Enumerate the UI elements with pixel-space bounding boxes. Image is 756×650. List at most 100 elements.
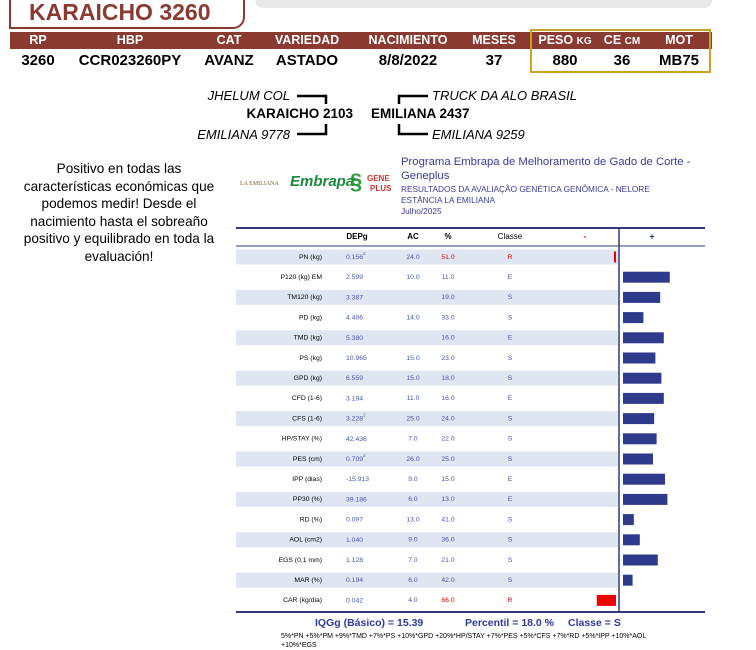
title-tab: KARAICHO 3260 — [9, 0, 245, 29]
row-shade — [236, 330, 618, 346]
trait: RD (%) — [300, 516, 322, 523]
dep-value: 10.965 — [346, 355, 367, 362]
header-label: RP — [29, 33, 47, 47]
dep: 39.186 — [346, 496, 367, 503]
header-label: VARIEDAD — [274, 33, 340, 47]
unit: CM — [624, 36, 641, 47]
row-shade — [236, 411, 618, 427]
header-value: ASTADO — [275, 52, 339, 69]
ac: 6.0 — [408, 496, 418, 503]
trait: TM120 (kg) — [287, 294, 322, 301]
bar — [623, 534, 640, 546]
pct: 41.0 — [441, 516, 454, 523]
trait: PES (cm) — [293, 456, 322, 463]
header-value: AVANZ — [204, 52, 254, 69]
dep: 4.406 — [346, 314, 363, 321]
header-value: 8/8/2022 — [378, 52, 438, 69]
summary: IQGg (Básico) = 15.39 — [315, 617, 423, 629]
result-title: RESULTADOS DA AVALIAÇÃO GENÉTICA GENÔMIC… — [401, 184, 650, 194]
ac: 13.0 — [406, 516, 419, 523]
trait: PD (kg) — [299, 314, 322, 321]
trait: TMD (kg) — [294, 335, 322, 342]
trait: HP/STAY (%) — [282, 436, 322, 443]
classe: E — [508, 395, 513, 402]
measure-box — [530, 29, 711, 73]
bracket — [297, 124, 328, 136]
pct: 11.0 — [442, 274, 455, 281]
dep: 0.042 — [346, 597, 363, 604]
classe: S — [508, 294, 513, 301]
logo-text: PLUS — [370, 184, 392, 193]
trait: PP30 (%) — [293, 496, 322, 503]
dep: 1.128 — [346, 557, 363, 564]
col-header: AC — [407, 232, 419, 241]
dep: 3.194 — [346, 395, 363, 402]
date: Julho/2025 — [401, 206, 442, 216]
row-shade — [236, 249, 618, 265]
header-label: NACIMIENTO — [368, 33, 448, 47]
trait: PN (kg) — [299, 254, 322, 261]
dep-value: 1.040 — [346, 537, 363, 544]
dam: EMILIANA 2437 — [371, 106, 470, 121]
dep-value: 5.380 — [346, 335, 363, 342]
trait: MAR (%) — [294, 577, 322, 584]
bar — [623, 574, 633, 586]
bar — [623, 554, 658, 566]
classe: S — [508, 415, 513, 422]
logo-mark: § — [350, 169, 363, 194]
summary: Percentil = 18.0 % — [465, 617, 555, 629]
pct: 33.0 — [441, 314, 454, 321]
header-label: CE CM — [604, 33, 640, 47]
classe: S — [508, 436, 513, 443]
pct: 16.0 — [441, 335, 454, 342]
row-shade — [236, 491, 618, 507]
bar — [623, 514, 634, 526]
bracket — [297, 94, 328, 104]
dep: 2.599 — [346, 274, 363, 281]
col-header: + — [649, 231, 654, 241]
grandsire: TRUCK DA ALO BRASIL — [432, 88, 577, 103]
ac: 4.0 — [408, 597, 418, 604]
granddam: EMILIANA 9259 — [432, 127, 525, 142]
dep: 42.436 — [346, 436, 367, 443]
ac: 7.0 — [408, 436, 418, 443]
header-label: CAT — [216, 33, 242, 47]
dep-value: -15.913 — [346, 476, 369, 483]
col-header: Classe — [498, 232, 523, 241]
dep-value: 0.097 — [346, 516, 363, 523]
bar — [623, 453, 653, 465]
dep-value: 3.194 — [346, 395, 363, 402]
bar — [623, 433, 657, 445]
ac: 9.0 — [408, 476, 418, 483]
bar — [623, 493, 668, 505]
row-shade — [236, 370, 618, 386]
classe: E — [508, 335, 513, 342]
summary: Classe = S — [568, 617, 621, 629]
col-header: % — [444, 232, 451, 241]
pct: 66.0 — [441, 597, 454, 604]
classe: S — [508, 375, 513, 382]
dep: 10.965 — [346, 355, 367, 362]
bar — [596, 594, 616, 606]
dep: 6.559 — [346, 375, 363, 382]
pct: 42.0 — [441, 577, 454, 584]
bar — [623, 271, 670, 283]
trait: IPP (dias) — [292, 476, 322, 483]
header-label: HBP — [116, 33, 144, 47]
ac: 14.0 — [406, 314, 419, 321]
classe: S — [508, 577, 513, 584]
ac: 7.0 — [408, 557, 418, 564]
trait: CAR (kg/dia) — [283, 597, 322, 604]
ac: 10.0 — [406, 274, 419, 281]
classe: S — [508, 516, 513, 523]
dep: 0.1562 — [346, 251, 366, 261]
header-label: MESES — [472, 33, 516, 47]
dep-value: 1.128 — [346, 557, 363, 564]
bracket — [397, 94, 428, 104]
pct: 24.0 — [441, 415, 454, 422]
pct: 23.0 — [441, 355, 454, 362]
trait: EGS (0,1 mm) — [279, 557, 322, 564]
header-label: PESO KG — [538, 33, 591, 47]
ac: 9.0 — [408, 537, 418, 544]
classe: S — [508, 456, 513, 463]
